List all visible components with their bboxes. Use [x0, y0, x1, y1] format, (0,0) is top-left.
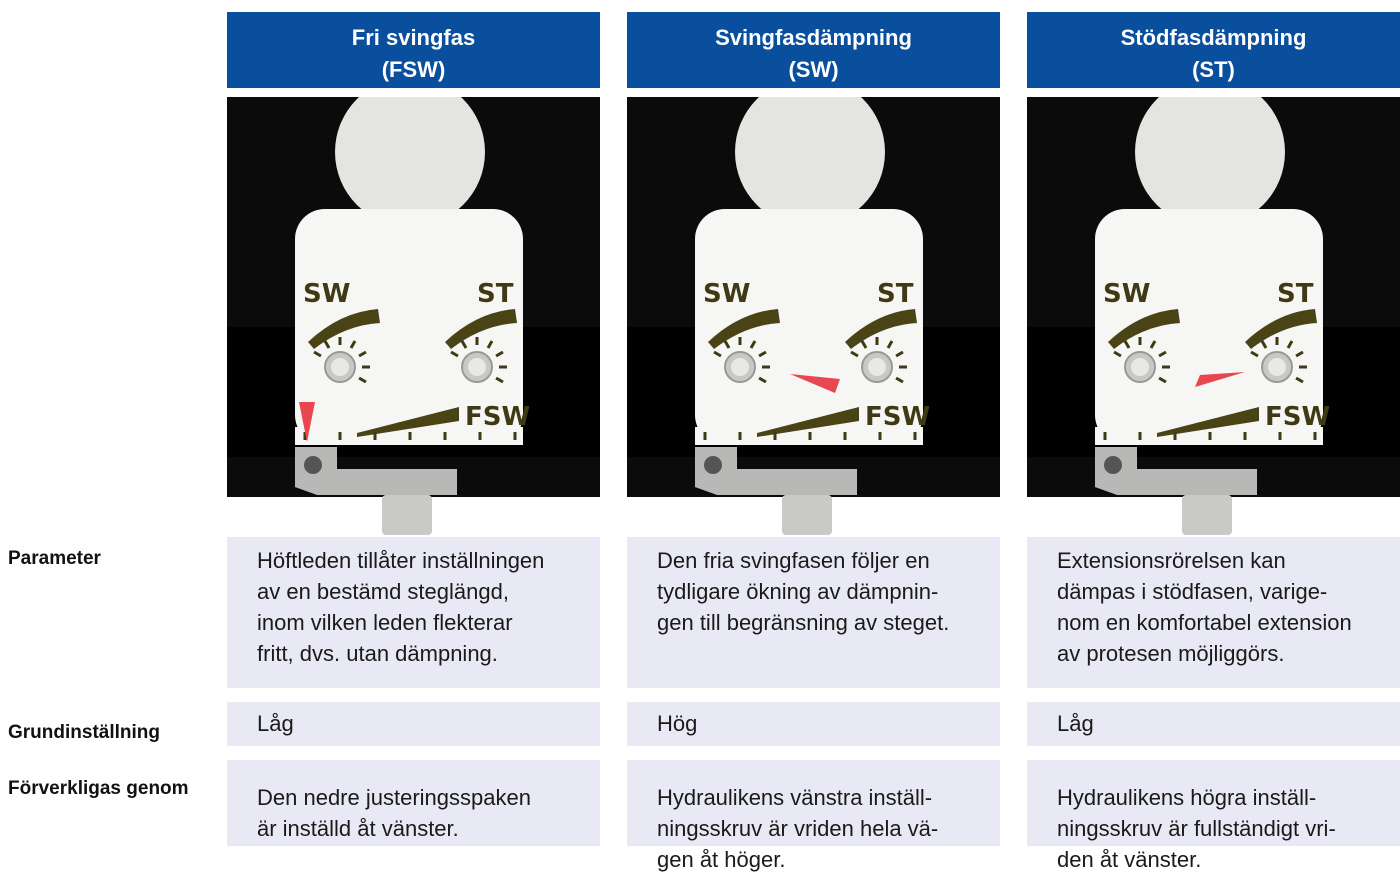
text-line: Den nedre justeringsspaken [257, 785, 531, 810]
default-cell: Låg [1027, 702, 1400, 746]
device-illustration: SW ST FSW [627, 97, 1000, 535]
text-line: nom en komfortabel extension [1057, 610, 1352, 635]
text-line: Hydraulikens vänstra inställ- [657, 785, 933, 810]
text-line: Svingfasdämpning [715, 25, 912, 50]
text-line: Fri svingfas [351, 25, 476, 50]
text-line: Stödfasdämpning [1120, 25, 1307, 50]
text-line: Extensionsrörelsen kan [1057, 548, 1286, 573]
realized-cell: Hydraulikens vänstra inställ-ningsskruv … [627, 760, 1000, 872]
device-illustration: SW ST FSW [227, 97, 600, 535]
dial-label: SW [1103, 279, 1150, 309]
dial-label: FSW [1265, 402, 1330, 432]
text-line: fritt, dvs. utan dämpning. [257, 641, 498, 666]
text-line: Den fria svingfasen följer en [657, 548, 930, 573]
text-line: tydligare ökning av dämpnin- [657, 579, 939, 604]
parameter-cell: Den fria svingfasen följer en tydligare ö… [627, 537, 1000, 688]
text-line: av en bestämd steglängd, [257, 579, 509, 604]
default-cell: Hög [627, 702, 1000, 746]
row-label: Förverkligas genom [8, 778, 189, 799]
text-line: Hydraulikens högra inställ- [1057, 785, 1317, 810]
text-line: (ST) [1192, 57, 1235, 82]
column-header: Fri svingfas (FSW) [227, 12, 600, 88]
device-illustration: SW ST FSW [1027, 97, 1400, 535]
row-label: Parameter [8, 548, 101, 569]
text-line: (SW) [788, 57, 839, 82]
text-line: gen till begränsning av steget. [657, 610, 950, 635]
text-line: (FSW) [381, 57, 446, 82]
dial-label: ST [1277, 279, 1314, 309]
text-line: inom vilken leden flekterar [257, 610, 513, 635]
dial-label: SW [703, 279, 750, 309]
dial-label: ST [877, 279, 914, 309]
parameter-cell: Höftleden tillåter inställningen av en be… [227, 537, 600, 688]
row-label: Grundinställning [8, 722, 160, 743]
column-header: Stödfasdämpning (ST) [1027, 12, 1400, 88]
dial-label: FSW [865, 402, 930, 432]
text-line: ningsskruv är fullständigt vri- [1057, 816, 1336, 841]
column-header: Svingfasdämpning (SW) [627, 12, 1000, 88]
default-cell: Låg [227, 702, 600, 746]
dial-label: FSW [465, 402, 530, 432]
parameter-cell: Extensionsrörelsen kan dämpas i stödfasen… [1027, 537, 1400, 688]
text-line: Höftleden tillåter inställningen [257, 548, 545, 573]
realized-cell: Den nedre justeringsspaken är inställd åt… [227, 760, 600, 846]
text-line: gen åt höger. [657, 847, 786, 872]
text-line: dämpas i stödfasen, varige- [1057, 579, 1328, 604]
text-line: av protesen möjliggörs. [1057, 641, 1285, 666]
dial-label: ST [477, 279, 514, 309]
text-line: ningsskruv är vriden hela vä- [657, 816, 939, 841]
dial-label: SW [303, 279, 350, 309]
realized-cell: Hydraulikens högra inställ-ningsskruv är… [1027, 760, 1400, 872]
text-line: är inställd åt vänster. [257, 816, 459, 841]
text-line: den åt vänster. [1057, 847, 1202, 872]
